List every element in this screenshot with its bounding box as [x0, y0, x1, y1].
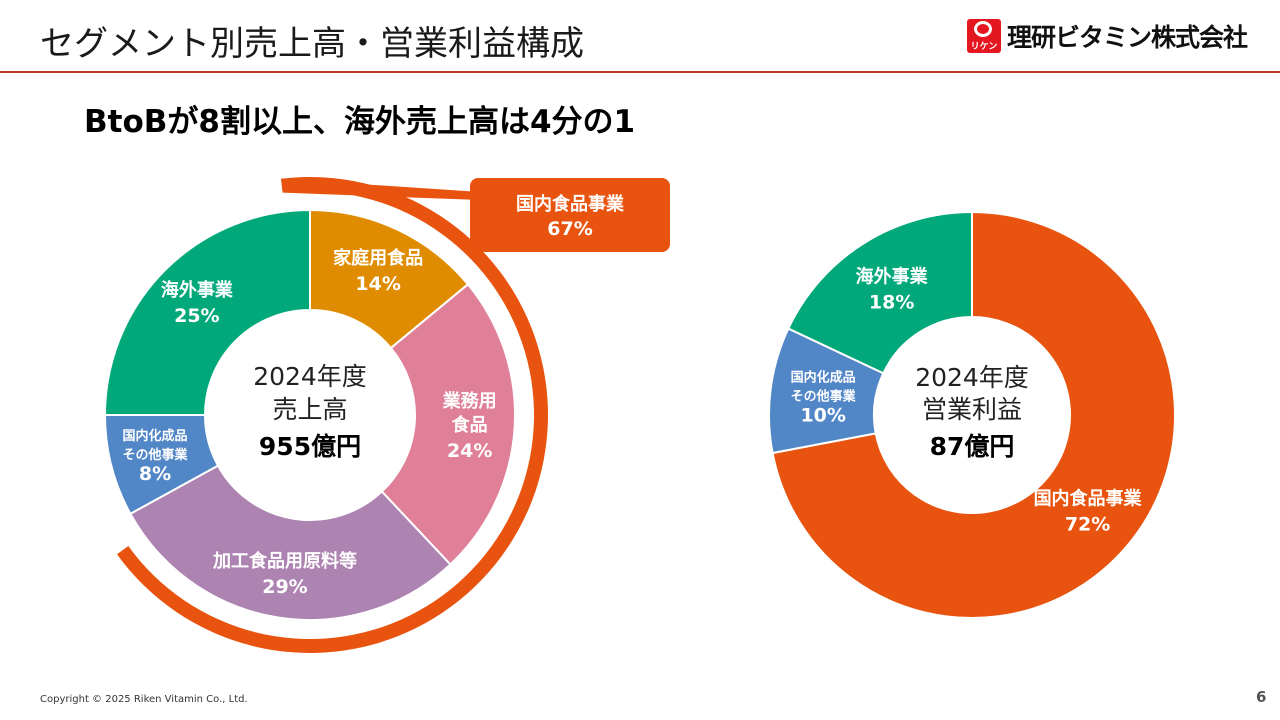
slice-value-0-1: 24% [447, 440, 492, 462]
slice-value-1-0: 72% [1065, 514, 1110, 536]
slice-label-1-1: 国内化成品 [791, 370, 856, 386]
slice-1-0 [771, 210, 1176, 619]
company-logo: リケン 理研ビタミン株式会社 [967, 18, 1267, 54]
slice-0-2 [128, 464, 452, 621]
slice-label-0-3: 国内化成品 [123, 428, 188, 444]
header-divider [0, 71, 1280, 73]
slice-label-1-1: その他事業 [791, 389, 857, 405]
center-value-1: 87億円 [930, 432, 1015, 461]
company-name: 理研ビタミン株式会社 [1007, 23, 1248, 52]
slice-1-2 [786, 210, 973, 375]
slice-value-0-0: 14% [355, 273, 400, 295]
slice-value-1-2: 18% [869, 291, 914, 313]
slice-0-1 [380, 282, 516, 566]
outer-arc-connector-0 [280, 178, 480, 200]
page-number: 6 [1256, 688, 1267, 706]
copyright-text: Copyright © 2025 Riken Vitamin Co., Ltd. [40, 694, 248, 705]
slice-label-0-1: 業務用 [442, 390, 497, 412]
riken-logo-icon: リケン [967, 19, 1001, 53]
center-label-0: 2024年度 [253, 362, 367, 391]
slice-value-0-3: 8% [139, 463, 171, 485]
slice-label-0-4: 海外事業 [161, 279, 234, 301]
slice-value-0-4: 25% [174, 305, 219, 327]
slice-label-0-3: その他事業 [123, 447, 189, 463]
slice-label-0-2: 加工食品用原料等 [212, 550, 357, 572]
slice-label-1-0: 国内食品事業 [1034, 488, 1143, 510]
slice-label-1-2: 海外事業 [856, 265, 929, 287]
center-label-1: 営業利益 [922, 395, 1022, 424]
slice-0-4 [103, 208, 311, 416]
slide-subtitle: BtoBが8割以上、海外売上高は4分の1 [84, 104, 636, 140]
center-value-0: 955億円 [259, 432, 361, 461]
slice-label-0-1: 食品 [451, 414, 488, 436]
domestic-food-callout: 国内食品事業 67% [470, 178, 670, 252]
center-label-0: 売上高 [272, 395, 347, 424]
slice-label-0-0: 家庭用食品 [333, 247, 423, 269]
page-title: セグメント別売上高・営業利益構成 [40, 24, 584, 64]
callout-value: 67% [547, 218, 593, 240]
logo-mark-text: リケン [970, 42, 998, 52]
center-label-1: 2024年度 [915, 363, 1029, 392]
slice-value-0-2: 29% [262, 576, 307, 598]
callout-label: 国内食品事業 [516, 194, 624, 215]
slice-value-1-1: 10% [800, 405, 845, 427]
slice-0-0 [309, 208, 470, 350]
